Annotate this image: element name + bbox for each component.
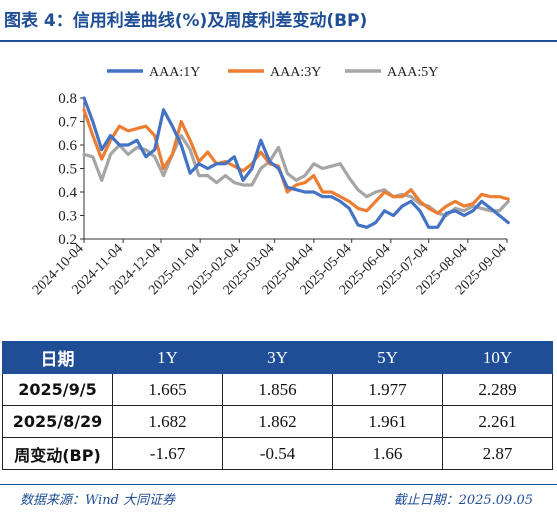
table-cell: 2.87	[442, 437, 553, 470]
title-divider	[0, 40, 557, 42]
y-tick-label: 0.6	[58, 138, 77, 154]
legend-item: AAA:3Y	[228, 65, 321, 80]
y-tick-label: 0.3	[58, 209, 77, 225]
table-cell: 1.977	[332, 373, 443, 406]
series-line-aaa-5y	[82, 133, 510, 218]
table-header-5y: 5Y	[332, 341, 443, 374]
legend-item: AAA:1Y	[107, 65, 200, 80]
table-header-row: 日期 1Y 3Y 5Y 10Y	[2, 341, 553, 374]
table-header-1y: 1Y	[112, 341, 223, 374]
chart-title: 图表 4：信用利差曲线(%)及周度利差变动(BP)	[4, 11, 368, 31]
table-cell: 1.665	[112, 373, 223, 406]
table-cell: 1.856	[222, 373, 333, 406]
y-tick-label: 0.2	[58, 232, 77, 248]
table-cell: -1.67	[112, 437, 223, 470]
table-cell: -0.54	[222, 437, 333, 470]
credit-spread-line-chart: AAA:1Y AAA:3Y AAA:5Y 0.2 0.3 0.4 0.5 0.6 0.7 0.8…	[30, 65, 510, 298]
table-header-date: 日期	[2, 341, 113, 374]
legend-label: AAA:3Y	[270, 65, 321, 80]
table-cell: 2.289	[442, 373, 553, 406]
table-header-3y: 3Y	[222, 341, 333, 374]
table-cell: 2025/9/5	[2, 373, 113, 406]
table-header-10y: 10Y	[442, 341, 553, 374]
table-row: 2025/9/5 1.665 1.856 1.977 2.289	[2, 373, 553, 406]
legend-label: AAA:1Y	[149, 65, 200, 80]
table-cell: 1.682	[112, 405, 223, 438]
series-layer	[82, 96, 510, 229]
y-tick-label: 0.4	[58, 185, 77, 201]
y-axis: 0.2 0.3 0.4 0.5 0.6 0.7 0.8	[58, 91, 85, 248]
data-source: 数据来源：Wind 大同证券	[20, 493, 176, 508]
table-cell: 周变动(BP)	[2, 437, 113, 470]
series-line-aaa-3y	[82, 108, 510, 215]
cutoff-date: 截止日期：2025.09.05	[393, 493, 533, 508]
legend-item: AAA:5Y	[345, 65, 438, 80]
table-cell: 1.862	[222, 405, 333, 438]
chart-legend: AAA:1Y AAA:3Y AAA:5Y	[107, 65, 438, 80]
footer: 数据来源：Wind 大同证券 截止日期：2025.09.05	[0, 484, 557, 513]
table-row: 周变动(BP) -1.67 -0.54 1.66 2.87	[2, 437, 553, 470]
legend-label: AAA:5Y	[387, 65, 438, 80]
table-cell: 2.261	[442, 405, 553, 438]
series-line-aaa-1y	[82, 96, 510, 229]
spread-table: 日期 1Y 3Y 5Y 10Y 2025/9/5 1.665 1.856 1.9…	[2, 341, 553, 470]
table-row: 2025/8/29 1.682 1.862 1.961 2.261	[2, 405, 553, 438]
table-cell: 1.961	[332, 405, 443, 438]
table-cell: 2025/8/29	[2, 405, 113, 438]
table-cell: 1.66	[332, 437, 443, 470]
y-tick-label: 0.5	[58, 162, 77, 178]
x-axis: 2024-10-042024-11-042024-12-042025-01-04…	[30, 238, 510, 298]
y-tick-label: 0.8	[58, 91, 77, 107]
y-tick-label: 0.7	[58, 115, 77, 131]
